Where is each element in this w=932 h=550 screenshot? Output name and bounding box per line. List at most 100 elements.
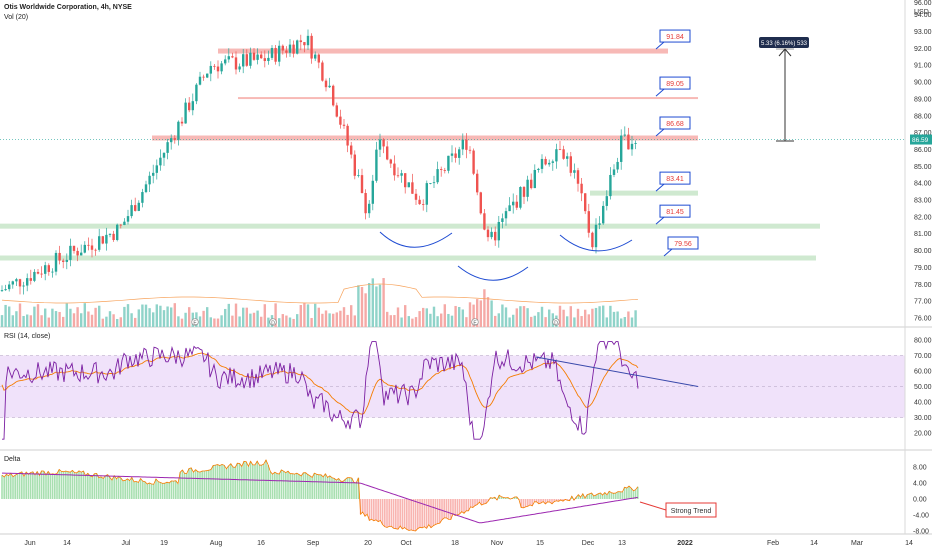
delta-bar <box>179 472 181 499</box>
delta-bar <box>106 474 109 499</box>
volume-bar <box>483 289 486 327</box>
delta-bar <box>395 499 397 529</box>
delta-bar <box>436 499 439 524</box>
candle-body <box>170 138 173 143</box>
candle-body <box>288 44 292 53</box>
delta-bar <box>54 474 56 499</box>
delta-bar <box>126 478 129 499</box>
delta-bar <box>397 499 399 530</box>
delta-bar <box>359 499 362 515</box>
delta-bar <box>223 465 225 499</box>
volume-bar <box>450 315 454 327</box>
delta-bar <box>632 490 635 499</box>
delta-bar <box>522 499 525 508</box>
event-mark-circle <box>269 318 277 326</box>
candle-body <box>227 56 230 60</box>
delta-bar <box>95 473 98 499</box>
volume-bar <box>454 305 457 327</box>
delta-bar <box>164 483 166 499</box>
delta-bar <box>608 491 610 499</box>
delta-bar <box>38 475 41 499</box>
level-box-79.56 <box>667 236 699 250</box>
delta-bar <box>62 471 65 499</box>
event-mark-d: D <box>554 320 558 326</box>
strong-trend-label: Strong Trend <box>671 508 712 515</box>
delta-bar <box>78 470 80 499</box>
delta-bar <box>562 499 564 502</box>
candle-body <box>0 290 4 292</box>
candle-body <box>173 138 176 140</box>
candle-body <box>555 149 558 162</box>
candle-body <box>22 285 25 287</box>
time-tick: Sep <box>307 540 320 547</box>
level-pointer-86.68 <box>655 128 665 137</box>
delta-bar <box>344 479 346 499</box>
delta-line <box>1 459 639 532</box>
volume-bar <box>263 304 266 327</box>
price-tick: 77.00 <box>914 299 932 306</box>
delta-bar <box>153 484 155 499</box>
candle-body <box>36 271 40 274</box>
level-pointer-89.05 <box>655 88 665 97</box>
delta-bar <box>293 474 296 499</box>
delta-bar <box>458 499 461 514</box>
candle-body <box>515 201 518 208</box>
candle-body <box>44 265 47 274</box>
rsi-tick: 20.00 <box>914 431 932 438</box>
delta-bar <box>480 499 483 505</box>
delta-bar <box>252 464 254 499</box>
volume-bar <box>44 308 47 327</box>
delta-bar <box>100 476 102 499</box>
volume-bar <box>314 303 317 327</box>
delta-bar <box>238 463 241 499</box>
arc-middle <box>457 265 529 281</box>
delta-bar <box>282 471 285 499</box>
volume-bars <box>0 278 639 327</box>
candle-body <box>231 56 234 58</box>
volume-bar <box>281 314 284 327</box>
delta-bar <box>612 493 615 499</box>
candle-body <box>346 125 349 146</box>
delta-bar <box>291 473 294 499</box>
volume-bar <box>389 315 392 327</box>
volume-bar <box>126 304 130 327</box>
volume-bar <box>569 306 572 327</box>
candle-body <box>335 105 338 117</box>
candle-body <box>306 35 310 46</box>
volume-bar <box>551 313 554 327</box>
measure-tool: 5.33 (6.16%) 533 <box>759 37 809 142</box>
level-zone-91.84 <box>218 48 668 54</box>
rsi-trendline <box>535 356 699 387</box>
candle-body <box>504 211 508 219</box>
volume-bar <box>173 303 176 327</box>
delta-bar <box>56 473 58 499</box>
delta-bar <box>36 471 38 499</box>
candle-body <box>209 65 212 74</box>
candle-body <box>540 158 544 169</box>
delta-bar <box>414 499 417 531</box>
price-tick: 79.00 <box>914 265 932 272</box>
candle-body <box>148 175 151 185</box>
delta-bar <box>399 499 401 526</box>
delta-tick: 8.00 <box>913 465 927 472</box>
delta-bar <box>113 475 115 499</box>
candle-body <box>566 156 569 159</box>
top-tick-label: 96.00 <box>914 0 932 7</box>
candle-body <box>274 47 277 62</box>
volume-bar <box>11 315 14 327</box>
delta-tick: 4.00 <box>913 481 927 488</box>
volume-bar <box>540 306 544 327</box>
volume-ma-line <box>1 283 639 304</box>
delta-bar <box>263 463 265 499</box>
delta-bar <box>575 497 577 499</box>
delta-bar <box>29 472 32 499</box>
candle-body <box>501 218 504 222</box>
candle-body <box>11 281 14 285</box>
delta-bar <box>615 492 617 499</box>
delta-bar <box>381 499 384 525</box>
event-mark-circle <box>552 318 560 326</box>
delta-bar <box>465 499 467 511</box>
delta-bar <box>604 492 606 499</box>
volume-bar <box>188 307 191 327</box>
volume-bar <box>29 315 32 327</box>
